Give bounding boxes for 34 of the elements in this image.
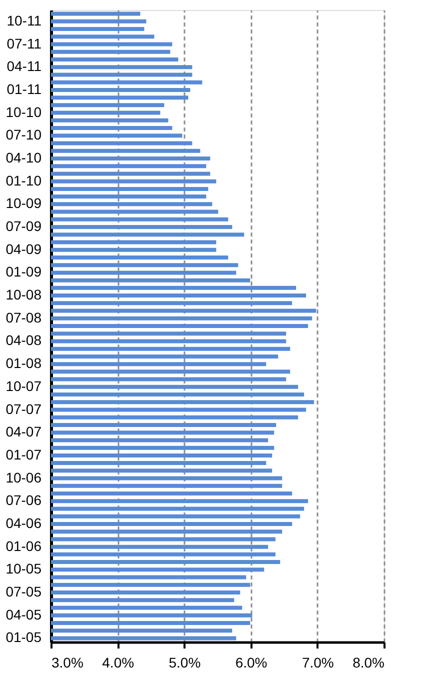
y-tick-label: 07-05 (6, 584, 42, 600)
y-tick-label: 07-11 (6, 35, 42, 52)
y-tick-label: 04-10 (6, 149, 42, 166)
y-tick-label: 04-09 (6, 240, 42, 257)
y-tick-label: 04-11 (6, 58, 42, 74)
x-tick-label: 7.0% (302, 654, 334, 670)
y-tick-label: 01-07 (6, 446, 42, 462)
y-tick-label: 10-06 (6, 469, 42, 486)
y-tick-label: 01-10 (6, 172, 42, 188)
x-tick-label: 6.0% (235, 654, 268, 670)
y-tick-label: 04-07 (6, 424, 42, 440)
y-tick-label: 04-05 (6, 606, 42, 622)
x-tick-label: 8.0% (352, 654, 384, 670)
y-tick-label: 01-09 (6, 264, 42, 280)
y-tick-label: 04-08 (6, 332, 42, 348)
y-tick-label: 01-06 (6, 538, 42, 554)
y-tick-label: 01-08 (6, 355, 42, 372)
y-tick-label: 10-07 (6, 378, 42, 394)
y-tick-label: 10-11 (6, 12, 42, 28)
y-tick-label: 07-10 (6, 126, 42, 143)
y-tick-label: 04-06 (6, 514, 42, 531)
y-tick-label: 10-10 (6, 104, 42, 120)
y-tick-label: 07-08 (6, 309, 42, 326)
y-tick-label: 01-11 (6, 80, 42, 97)
y-tick-label: 10-08 (6, 286, 42, 303)
x-tick-label: 3.0% (52, 654, 84, 670)
x-tick-label: 4.0% (102, 654, 134, 670)
y-tick-label: 07-06 (6, 492, 42, 508)
x-tick-label: 5.0% (168, 654, 201, 670)
y-tick-label: 07-09 (6, 218, 42, 234)
y-tick-label: 07-07 (6, 400, 42, 417)
y-tick-label: 10-05 (6, 560, 42, 577)
y-tick-label: 01-05 (6, 629, 42, 646)
y-tick-label: 10-09 (6, 195, 42, 212)
